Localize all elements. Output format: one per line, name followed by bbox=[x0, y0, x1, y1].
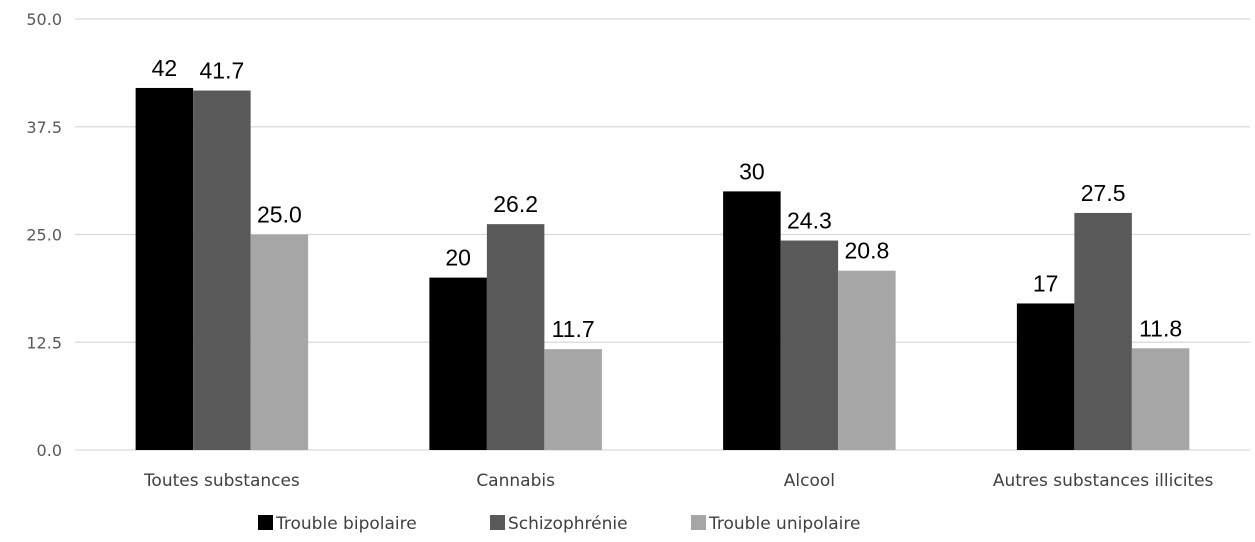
data-label: 20.8 bbox=[844, 238, 889, 264]
legend-swatch bbox=[691, 515, 706, 530]
x-tick-label: Alcool bbox=[784, 471, 835, 491]
data-label: 25.0 bbox=[257, 202, 302, 228]
data-label: 42 bbox=[152, 55, 178, 81]
y-tick-label: 12.5 bbox=[26, 333, 62, 352]
data-label: 27.5 bbox=[1081, 180, 1126, 206]
x-tick-label: Toutes substances bbox=[143, 471, 300, 491]
x-tick-label: Cannabis bbox=[476, 471, 555, 491]
data-label: 20 bbox=[445, 245, 471, 271]
bar bbox=[486, 224, 545, 450]
bar bbox=[1074, 212, 1132, 450]
legend-swatch bbox=[258, 515, 273, 530]
data-label: 11.8 bbox=[1139, 315, 1182, 341]
bar bbox=[544, 349, 602, 450]
x-tick-label: Autres substances illicites bbox=[993, 471, 1214, 491]
legend-label: Trouble unipolaire bbox=[708, 514, 860, 534]
y-tick-label: 50.0 bbox=[26, 10, 62, 29]
bar bbox=[780, 240, 839, 450]
y-tick-label: 37.5 bbox=[26, 118, 62, 137]
bar bbox=[193, 90, 251, 451]
y-tick-label: 25.0 bbox=[26, 226, 62, 245]
data-label: 30 bbox=[739, 158, 765, 184]
data-label: 11.7 bbox=[552, 316, 595, 342]
bar bbox=[1016, 303, 1075, 450]
data-label: 24.3 bbox=[787, 208, 832, 234]
bar bbox=[1131, 348, 1190, 450]
y-tick-label: 0.0 bbox=[37, 441, 62, 460]
legend-label: Trouble bipolaire bbox=[275, 514, 417, 534]
data-label: 41.7 bbox=[199, 58, 244, 84]
x-axis-categories: Toutes substances Cannabis Alcool Autres su… bbox=[143, 471, 1214, 491]
y-axis-ticks: 0.0 12.5 25.0 37.5 50.0 bbox=[26, 10, 62, 460]
data-label: 17 bbox=[1033, 270, 1059, 296]
bar bbox=[723, 191, 781, 450]
bar bbox=[135, 87, 194, 451]
data-label: 26.2 bbox=[493, 191, 538, 217]
bar bbox=[250, 234, 309, 450]
bar bbox=[429, 277, 487, 450]
bar bbox=[838, 270, 896, 450]
legend-swatch bbox=[490, 515, 505, 530]
data-labels: 42 41.7 25.0 20 26.2 11.7 30 24.3 20.8 17 27.5 11.8 bbox=[152, 55, 1183, 342]
legend-label: Schizophrénie bbox=[508, 514, 628, 534]
bars bbox=[135, 87, 1190, 451]
legend: Trouble bipolaire Schizophrénie Trouble un… bbox=[258, 514, 860, 534]
